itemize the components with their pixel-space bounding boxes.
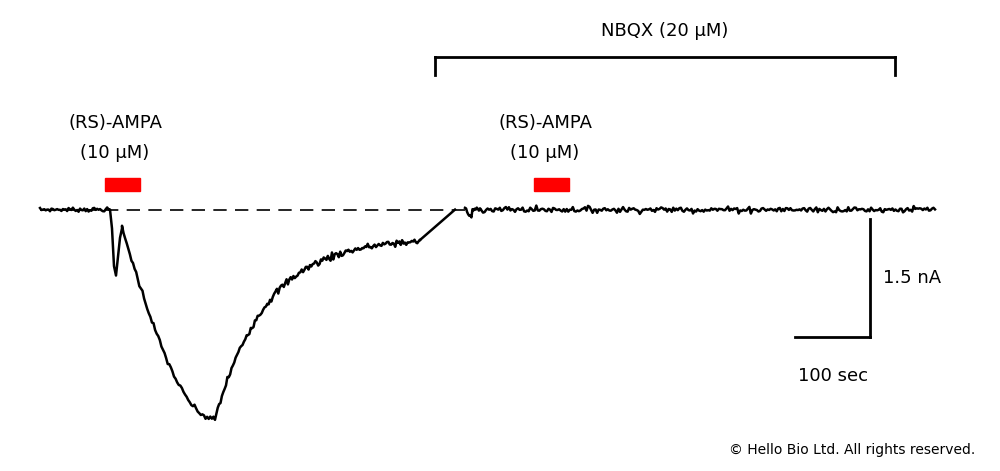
Text: 100 sec: 100 sec: [798, 367, 868, 385]
FancyBboxPatch shape: [105, 178, 140, 191]
Text: (RS)-AMPA: (RS)-AMPA: [68, 114, 162, 132]
Text: © Hello Bio Ltd. All rights reserved.: © Hello Bio Ltd. All rights reserved.: [729, 443, 975, 457]
FancyBboxPatch shape: [534, 178, 569, 191]
Text: 1.5 nA: 1.5 nA: [883, 269, 941, 287]
Text: (10 μM): (10 μM): [510, 145, 580, 162]
Text: NBQX (20 μM): NBQX (20 μM): [601, 22, 729, 40]
Text: (10 μM): (10 μM): [80, 145, 150, 162]
Text: (RS)-AMPA: (RS)-AMPA: [498, 114, 592, 132]
